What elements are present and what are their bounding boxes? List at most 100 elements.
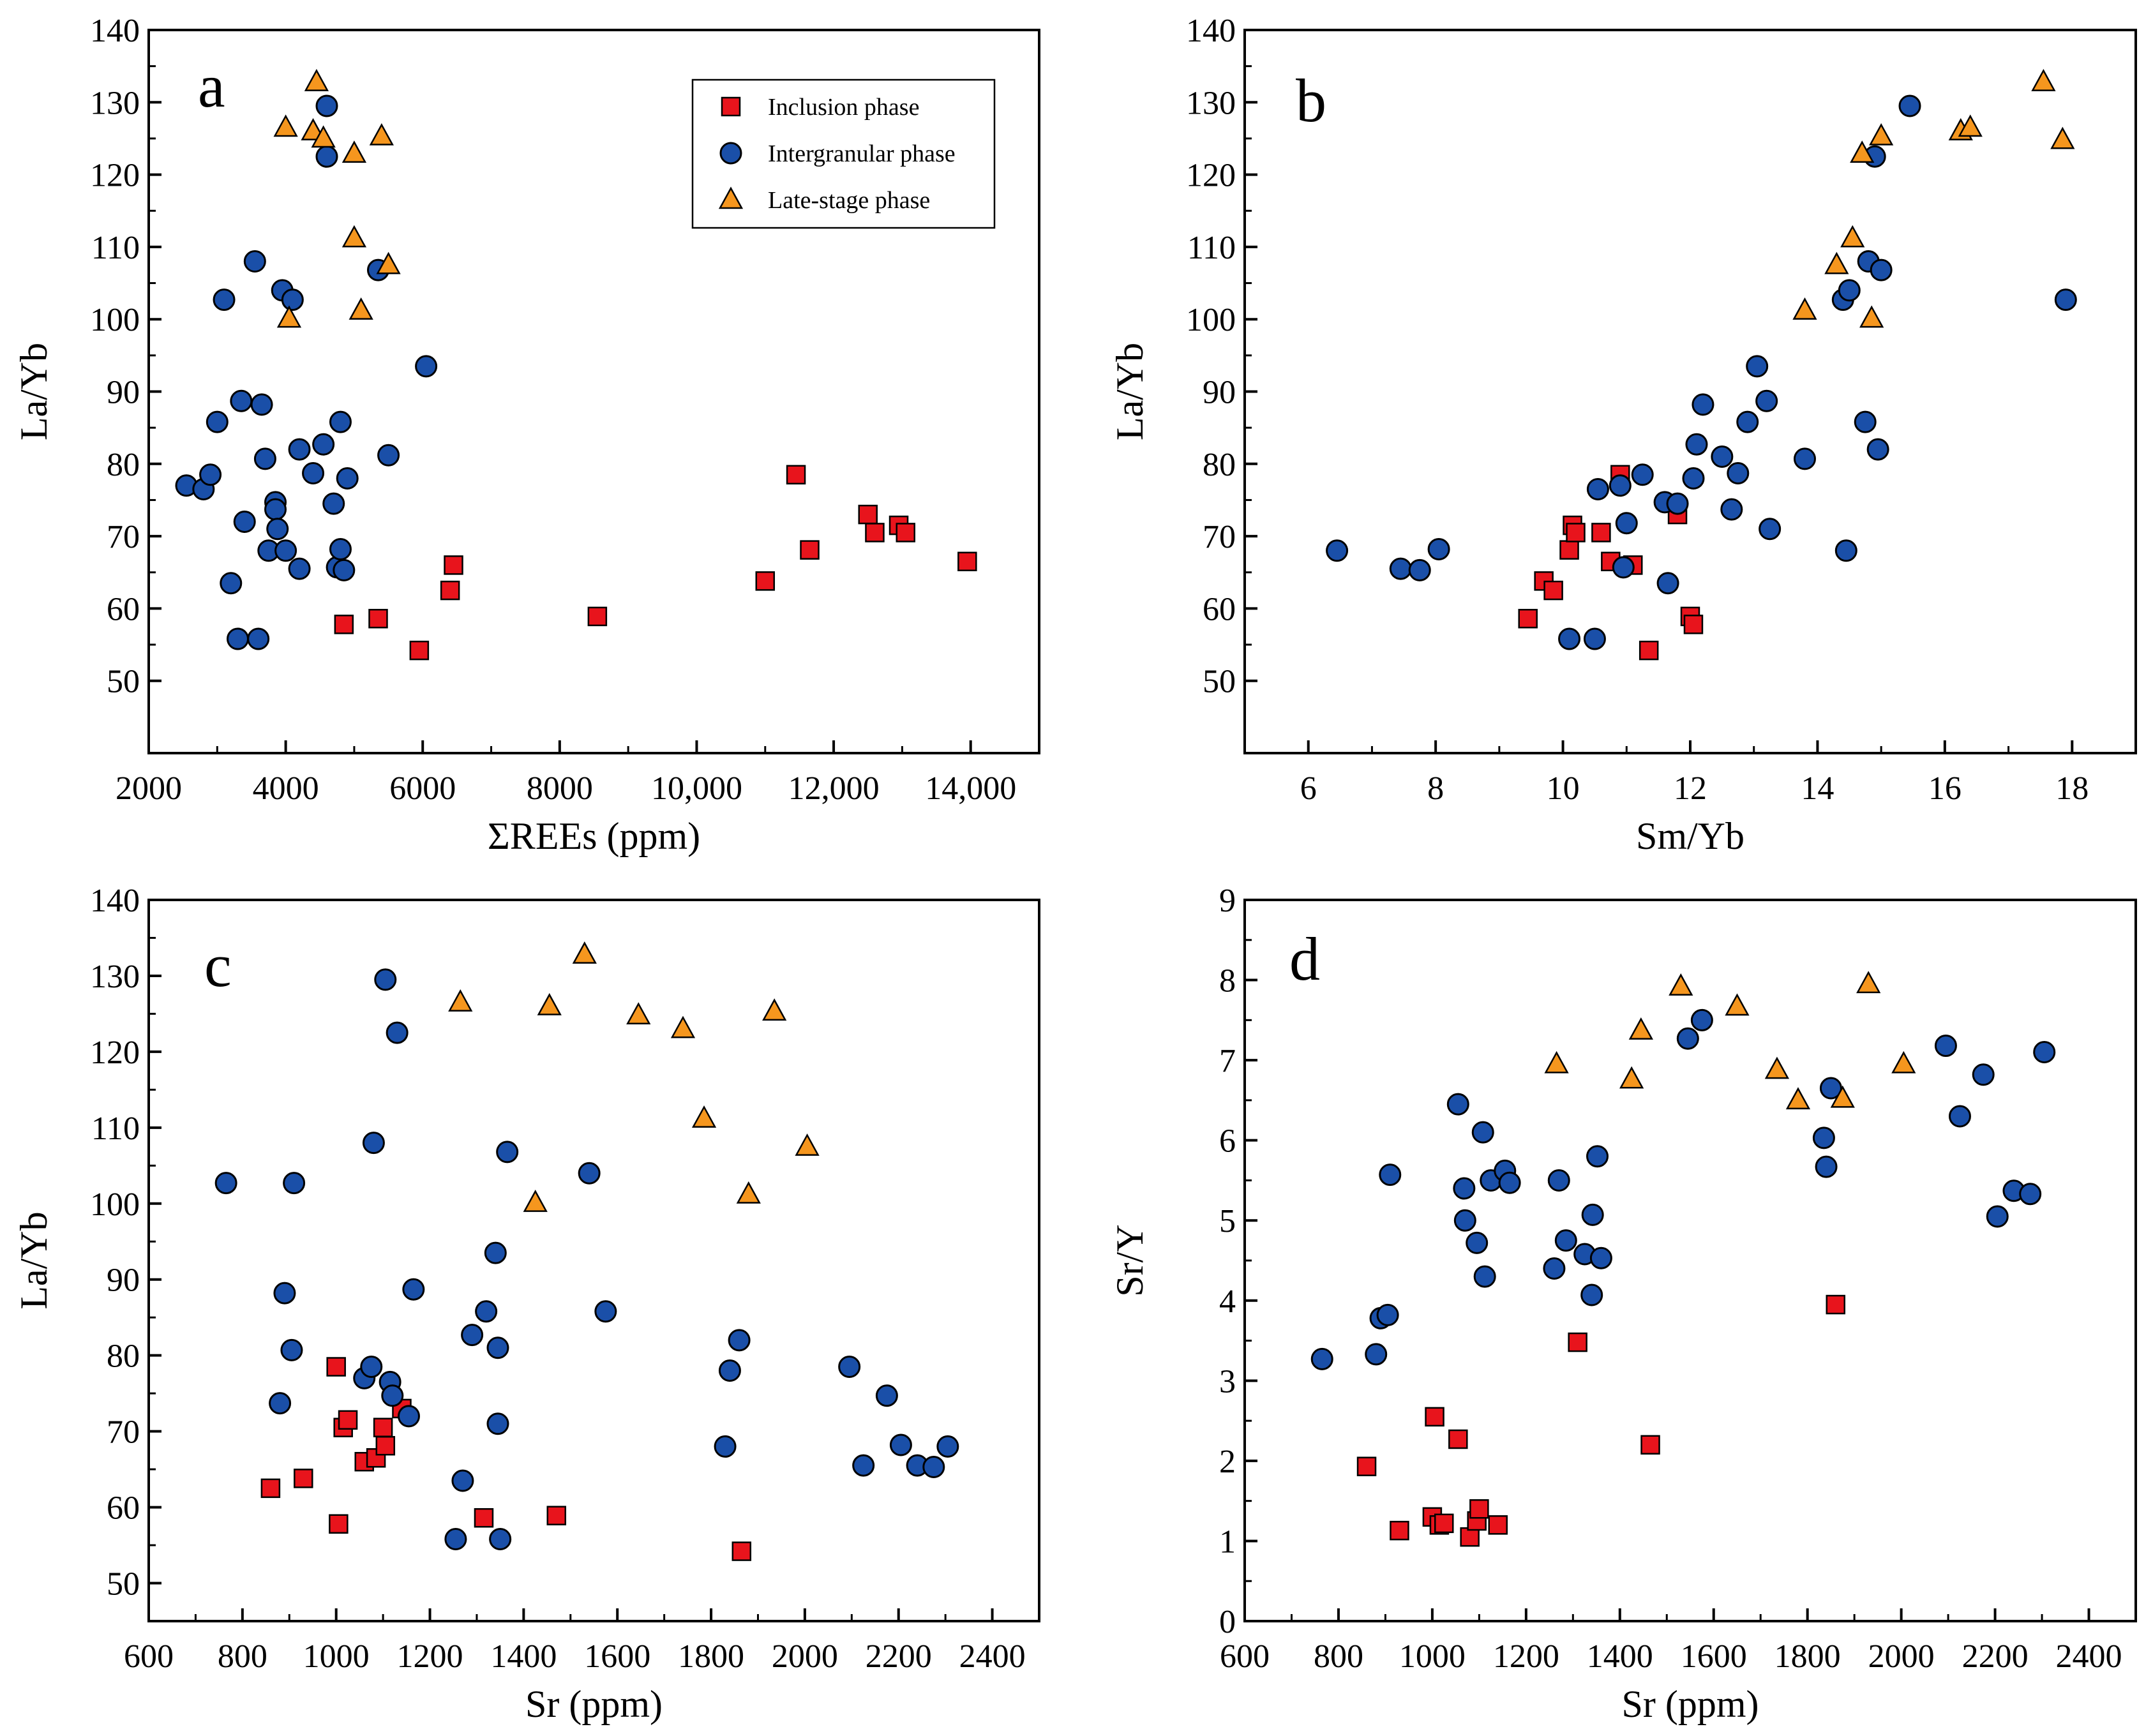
panel-letter: d [1289,925,1320,993]
y-axis-label: Sr/Y [1109,1224,1151,1296]
data-point-intergranular [1558,627,1581,650]
data-point-inclusion [1639,640,1659,661]
data-point-intergranular [333,558,356,581]
data-point-intergranular [451,1469,474,1492]
series-inclusion [1518,465,1704,661]
panel-a: a 2000 4000 6000 8000 10,000 12,000 14,000 50 60… [13,13,1040,857]
data-point-intergranular [1793,447,1816,470]
plot-frame [147,899,1040,1622]
data-point-intergranular [889,1433,912,1456]
x-tick-label: 800 [218,1638,267,1675]
data-point-inclusion [1591,523,1611,542]
plot-frame [1243,29,2137,754]
y-tick-label: 60 [107,591,140,627]
x-tick-label: 10,000 [651,770,742,807]
data-point-intergranular [1586,1145,1609,1168]
x-tick-label: 2000 [116,770,182,807]
series-intergranular [214,968,959,1551]
data-point-intergranular [1326,539,1349,562]
data-point-intergranular [264,498,287,521]
data-point-intergranular [227,627,249,650]
data-point-late [376,251,401,274]
data-point-inclusion [260,1478,281,1499]
y-tick-label: 130 [90,85,140,121]
data-point-intergranular [374,968,397,991]
data-point-intergranular [444,1528,467,1551]
data-point-intergranular [1498,1171,1521,1194]
legend-label: Intergranular phase [768,140,956,167]
x-axis-label: Sm/Yb [1636,815,1744,857]
data-point-inclusion [444,555,463,575]
series-inclusion [334,465,977,661]
y-tick-label: 8 [1219,963,1236,999]
x-tick-label: 2200 [866,1638,932,1675]
data-point-inclusion [1518,609,1538,629]
y-tick-label: 3 [1219,1363,1236,1400]
panel-c: c 600 800 1000 1200 1400 1600 1800 2000 2200 2400… [13,883,1040,1725]
data-point-intergranular [1866,438,1889,461]
y-tick-label: 70 [1203,519,1236,555]
data-point-late [1628,1017,1653,1040]
data-point-intergranular [253,447,276,470]
data-point-intergranular [1631,463,1654,486]
data-point-intergranular [243,250,266,273]
data-point-late [736,1181,761,1204]
data-point-intergranular [1389,557,1412,580]
y-tick-label: 1 [1219,1523,1236,1560]
y-tick-label: 80 [107,1338,140,1375]
data-point-inclusion [896,523,915,542]
data-point-inclusion [1356,1456,1377,1476]
panel-letter: c [204,931,232,999]
data-point-inclusion [957,551,977,572]
legend: Inclusion phase Intergranular phase Late-s… [691,79,996,229]
y-tick-label: 90 [1203,375,1236,411]
panel-d: d 600 800 1000 1200 1400 1600 1800 2000 2200 2400… [1109,883,2137,1725]
data-point-intergranular [397,1405,420,1428]
data-point-intergranular [1972,1063,1995,1086]
x-tick-label: 2400 [2056,1638,2122,1675]
data-point-intergranular [269,1392,292,1415]
series-late [273,68,401,328]
data-point-late [762,998,787,1021]
data-point-late [304,68,329,91]
y-tick-label: 110 [1187,230,1236,266]
data-point-late [273,114,298,137]
y-tick-label: 100 [90,302,140,338]
data-point-intergranular [1819,1077,1842,1100]
x-tick-label: 1400 [490,1638,557,1675]
data-point-inclusion [800,540,820,560]
data-point-intergranular [288,557,311,580]
x-axis-label: Sr (ppm) [525,1683,663,1725]
data-point-intergranular [329,537,352,560]
data-point-intergranular [233,510,256,533]
data-point-intergranular [247,627,270,650]
data-point-intergranular [1759,518,1782,541]
data-point-inclusion [1543,580,1563,601]
data-point-intergranular [1408,558,1431,581]
data-point-intergranular [1583,627,1606,650]
data-point-intergranular [578,1162,601,1185]
data-point-intergranular [2054,288,2077,311]
data-point-intergranular [461,1324,484,1347]
data-point-intergranular [1615,512,1638,535]
y-tick-label: 110 [91,230,140,266]
y-tick-label: 110 [91,1111,140,1147]
data-point-intergranular [220,572,243,595]
data-point-inclusion [1425,1407,1444,1427]
data-point-inclusion [326,1357,346,1377]
x-axis-label: ΣREEs (ppm) [488,815,700,857]
data-point-inclusion [1488,1515,1508,1535]
x-tick-label: 2000 [1868,1638,1935,1675]
y-tick-label: 2 [1219,1444,1236,1480]
data-point-late [691,1105,717,1128]
data-point-intergranular [322,492,345,515]
data-point-intergranular [273,1282,296,1305]
data-point-late [1891,1051,1916,1074]
data-point-inclusion [294,1469,313,1488]
data-point-late [1785,1087,1811,1110]
x-tick-label: 600 [1220,1638,1270,1675]
data-point-intergranular [484,1241,507,1264]
data-point-late [1792,297,1817,320]
y-tick-label: 90 [107,375,140,411]
data-point-late [670,1015,696,1038]
